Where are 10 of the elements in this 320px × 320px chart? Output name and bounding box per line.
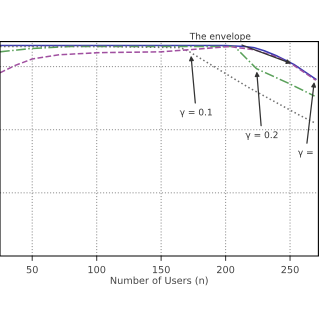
x-tick-label: 200 bbox=[217, 266, 234, 274]
x-tick-label: 150 bbox=[152, 266, 170, 274]
x-tick-label: 100 bbox=[88, 266, 106, 274]
annotation: γ = 0.2 bbox=[246, 131, 278, 140]
x-axis-title: Number of Users (n) bbox=[110, 276, 208, 286]
annotation: γ = 0.1 bbox=[180, 108, 212, 118]
annotation: The envelope bbox=[190, 32, 250, 42]
x-tick-label: 50 bbox=[26, 266, 38, 274]
annotation: γ = bbox=[298, 150, 313, 158]
x-tick-label: 250 bbox=[281, 266, 299, 274]
